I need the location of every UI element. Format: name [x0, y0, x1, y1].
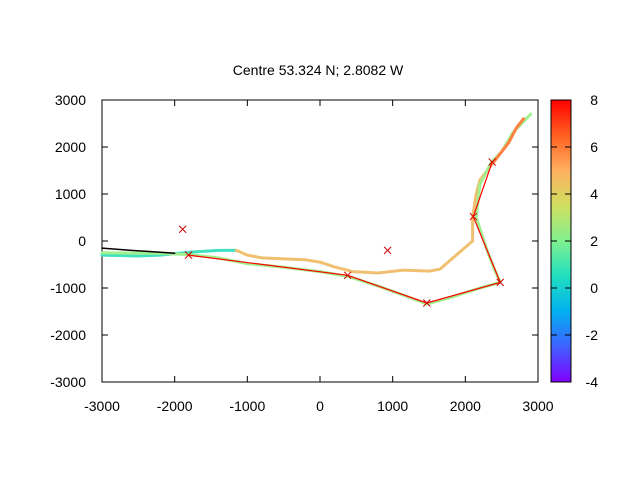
y-tick-label: 2000	[55, 139, 86, 155]
series-black-track-4	[101, 247, 176, 254]
y-tick-label: 0	[78, 233, 86, 249]
marker-point	[422, 299, 431, 307]
series-colored-track-1	[234, 159, 496, 275]
colorbar-tick-label: 6	[590, 139, 598, 155]
x-tick-label: -3000	[84, 398, 120, 414]
series-red-path-5	[187, 161, 501, 304]
marker-point	[469, 212, 478, 221]
marker-point	[343, 271, 352, 280]
x-tick-label: 1000	[377, 398, 408, 414]
y-axis: 3000 2000 1000 0 -1000 -2000 -3000	[50, 92, 538, 390]
y-tick-label: -3000	[50, 374, 86, 390]
colorbar-tick-label: -2	[586, 327, 599, 343]
series-colored-track-2	[100, 112, 533, 306]
y-tick-label: -2000	[50, 327, 86, 343]
x-tick-label: -1000	[229, 398, 265, 414]
x-tick-label: -2000	[157, 398, 193, 414]
marker-point	[496, 278, 505, 287]
x-axis: -3000 -2000 -1000 0 1000 2000 3000	[84, 100, 554, 414]
x-tick-label: 0	[316, 398, 324, 414]
colorbar-tick-label: 2	[590, 233, 598, 249]
colorbar-tick-label: -4	[586, 374, 599, 390]
colorbar-ticks: 8 6 4 2 0 -2 -4	[551, 92, 598, 390]
marker-point	[488, 158, 497, 166]
plot-area: -3000 -2000 -1000 0 1000 2000 3000 3000 2000 100…	[50, 92, 554, 414]
markers	[178, 158, 505, 307]
y-tick-label: -1000	[50, 280, 86, 296]
marker-point	[383, 246, 392, 255]
x-tick-label: 2000	[450, 398, 481, 414]
colorbar-tick-label: 8	[590, 92, 598, 108]
y-tick-label: 3000	[55, 92, 86, 108]
series-colored-track-3	[492, 117, 525, 163]
x-tick-label: 3000	[522, 398, 553, 414]
y-tick-label: 1000	[55, 186, 86, 202]
marker-point	[184, 251, 193, 259]
tracks	[100, 112, 533, 306]
colorbar-tick-label: 0	[590, 280, 598, 296]
chart-title: Centre 53.324 N; 2.8082 W	[233, 62, 404, 78]
colorbar: 8 6 4 2 0 -2 -4	[550, 92, 598, 390]
colorbar-tick-label: 4	[590, 186, 598, 202]
marker-point	[178, 225, 187, 234]
